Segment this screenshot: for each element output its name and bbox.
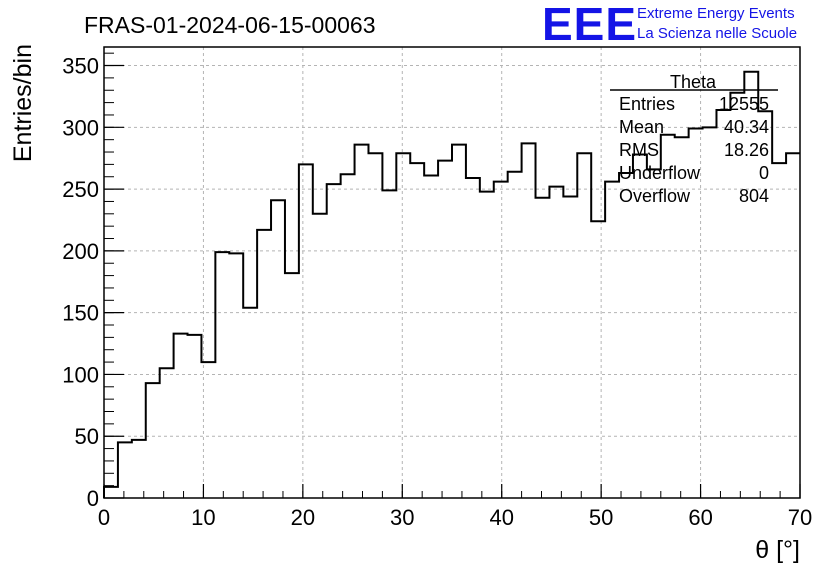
stats-value-entries: 12555 bbox=[719, 94, 769, 114]
x-tick-label: 40 bbox=[489, 505, 513, 530]
stats-value-mean: 40.34 bbox=[724, 117, 769, 137]
x-tick-label: 50 bbox=[589, 505, 613, 530]
plot-frame bbox=[103, 46, 801, 499]
y-tick-label: 200 bbox=[62, 239, 99, 264]
histogram-series bbox=[103, 70, 800, 498]
x-tick-label: 20 bbox=[291, 505, 315, 530]
logo-letters: EEE bbox=[542, 0, 637, 50]
stats-label-underflow: Underflow bbox=[619, 163, 701, 183]
y-tick-label: 250 bbox=[62, 177, 99, 202]
stats-value-overflow: 804 bbox=[739, 186, 769, 206]
chart-title: FRAS-01-2024-06-15-00063 bbox=[84, 12, 376, 38]
tick-labels: 0 10 20 30 40 50 60 70 0 50 100 150 200 250 300 350 bbox=[62, 54, 812, 530]
y-tick-label: 50 bbox=[75, 424, 99, 449]
stats-title: Theta bbox=[670, 72, 717, 92]
stats-label-rms: RMS bbox=[619, 140, 659, 160]
y-tick-label: 150 bbox=[62, 301, 99, 326]
stats-label-overflow: Overflow bbox=[619, 186, 691, 206]
x-tick-label: 10 bbox=[191, 505, 215, 530]
y-tick-label: 350 bbox=[62, 54, 99, 79]
y-tick-label: 0 bbox=[87, 486, 99, 511]
y-tick-label: 300 bbox=[62, 115, 99, 140]
x-tick-label: 70 bbox=[788, 505, 812, 530]
y-axis-label: Entries/bin bbox=[9, 44, 37, 162]
logo-line-2: La Scienza nelle Scuole bbox=[637, 25, 797, 42]
eee-logo: EEE Extreme Energy Events La Scienza nel… bbox=[542, 0, 797, 50]
stats-box: Theta Entries 12555 Mean 40.34 RMS 18.26… bbox=[610, 72, 778, 206]
axis-ticks bbox=[103, 52, 801, 499]
y-tick-label: 100 bbox=[62, 362, 99, 387]
x-tick-label: 60 bbox=[688, 505, 712, 530]
x-axis-label: θ [°] bbox=[755, 536, 800, 564]
stats-label-mean: Mean bbox=[619, 117, 664, 137]
grid-lines bbox=[104, 47, 800, 498]
stats-value-underflow: 0 bbox=[759, 163, 769, 183]
x-tick-label: 0 bbox=[98, 505, 110, 530]
x-tick-label: 30 bbox=[390, 505, 414, 530]
logo-line-1: Extreme Energy Events bbox=[637, 5, 795, 22]
stats-value-rms: 18.26 bbox=[724, 140, 769, 160]
stats-label-entries: Entries bbox=[619, 94, 675, 114]
